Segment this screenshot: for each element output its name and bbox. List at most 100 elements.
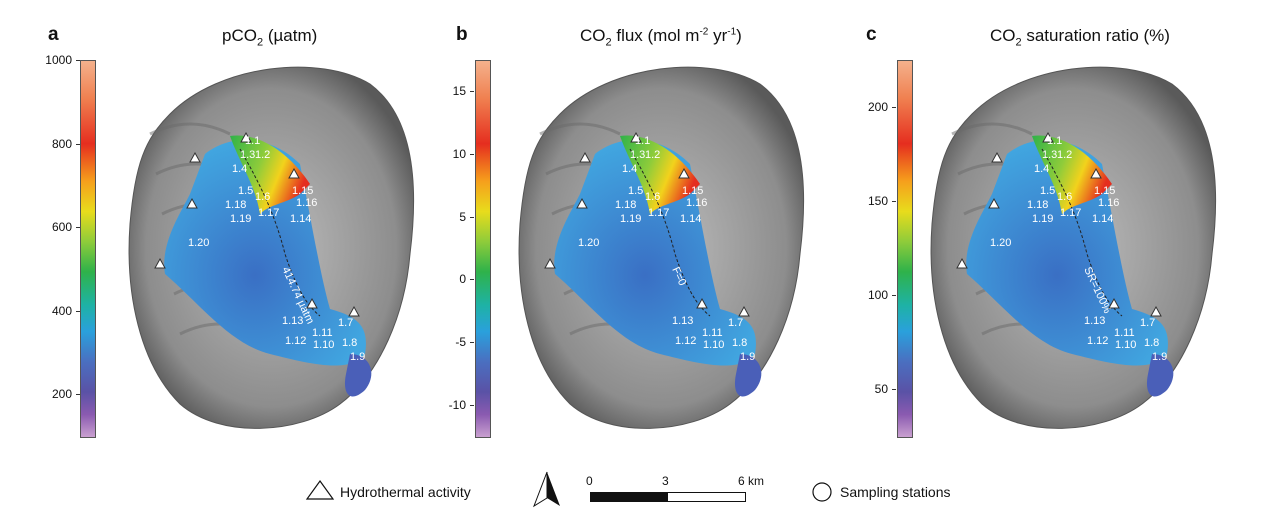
colorbar-tick-label: 100 [867,288,888,302]
panel-a: a pCO2 (µatm) 414.74 µatm 1.1 1.3 1.2 1.4 1.5… [0,0,420,450]
station-label: 1.16 [1098,197,1119,209]
hydrothermal-marker [189,151,201,163]
north-arrow-icon [533,471,560,508]
station-label: 1.19 [620,213,641,225]
station-label: 1.14 [680,213,701,225]
hydrothermal-marker [579,151,591,163]
station-label: 1.1 [635,135,650,147]
colorbar-tick-label: 0 [459,272,466,287]
hydrothermal-legend-label: Hydrothermal activity [340,484,471,500]
hydrothermal-marker [956,257,968,269]
hydrothermal-marker [1150,305,1162,317]
hydrothermal-marker [1042,131,1054,143]
title-text: CO [580,26,606,45]
station-label: 1.17 [1060,207,1081,219]
colorbar-tick-mark [76,310,80,312]
panel-letter: a [48,24,59,45]
title-subscript: 2 [1015,36,1022,49]
station-label: 1.6 [255,191,270,203]
colorbar-tick-mark [76,60,80,61]
colorbar-tick-mark [76,227,80,229]
colorbar-tick-mark [892,295,896,296]
colorbar-tick-label: -5 [455,335,466,349]
station-label: 1.5 [1040,185,1055,197]
station-label: 1.7 [338,317,353,329]
station-label: 1.11 [312,327,333,339]
sampling-legend-label: Sampling stations [840,484,951,500]
hydrothermal-marker [991,151,1003,163]
station-label: 1.4 [1034,163,1049,175]
station-label: 1.11 [1114,327,1135,339]
station-label: 1.9 [1152,351,1167,363]
station-label: 1.17 [258,207,279,219]
southeast-lobe [734,354,762,397]
station-label: 1.16 [686,197,707,209]
title-superscript: -1 [727,26,737,38]
hydrothermal-marker [154,257,166,269]
southeast-lobe [344,354,372,397]
station-label: 1.12 [675,335,696,347]
station-label: 1.5 [238,185,253,197]
station-label: 1.6 [645,191,660,203]
station-label: 1.8 [732,337,747,349]
map: SR=100%1.11.3 1.21.41.5 1.6 1.151.161.181.1… [930,66,1217,429]
sampling-legend-icon [812,482,832,502]
hydrothermal-legend-icon [305,479,335,500]
station-label: 1.13 [1084,315,1105,327]
hydrothermal-marker [348,305,360,317]
station-label: 1.10 [703,339,724,351]
colorbar-tick-label: -10 [448,397,466,412]
hydrothermal-marker [306,297,318,309]
colorbar-tick-mark [892,201,896,202]
title-text: CO [990,26,1016,45]
panel-title: CO2 flux (mol m-2 yr-1) [580,26,742,48]
warm-zone [1032,135,1112,214]
scale-bar-black [591,493,668,501]
title-text-rest: yr [708,26,728,45]
station-label: 1.2 [255,149,270,161]
colorbar-tick-mark [76,394,80,396]
station-label: 1.2 [1057,149,1072,161]
colorbar-tick-label: 200 [867,100,888,114]
scale-tick-0: 0 [586,474,593,488]
colorbar [475,60,491,438]
station-label: 1.1 [245,135,260,147]
colorbar-tick-label: 150 [867,194,888,208]
title-subscript: 2 [256,36,264,49]
station-label: 1.13 [282,315,303,327]
station-label: 1.8 [342,337,357,349]
colorbar-tick-mark [892,107,896,108]
panel-b: b CO2 flux (mol m-2 yr-1) F=0 1.1 1.3 1.2 1.… [420,0,840,450]
station-label: 1.12 [1087,335,1108,347]
bay-water [966,140,1168,366]
hydrothermal-marker [576,197,588,209]
colorbar-tick-mark [470,404,474,406]
colorbar-tick-label: 200 [51,387,72,402]
hydrothermal-marker [988,197,1000,209]
colorbar-tick-label: 1000 [45,53,72,67]
colorbar-tick-label: 600 [51,220,72,235]
zero-contour-line [239,148,321,317]
colorbar-tick-label: 400 [51,303,72,318]
colorbar-tick-mark [470,154,474,155]
station-label: 1.13 [672,315,693,327]
station-label: 1.18 [1027,199,1048,211]
title-superscript: -2 [699,26,709,38]
title-subscript: 2 [605,36,612,49]
station-label: 1.14 [1092,213,1113,225]
station-label: 1.7 [1140,317,1155,329]
panel-c: c CO2 saturation ratio (%) SR=100% 1.1 1.3… [840,0,1260,450]
station-label: 1.18 [615,199,636,211]
hydrothermal-marker [1108,297,1120,309]
panel-letter: c [866,24,877,45]
hydrothermal-marker [1090,167,1102,179]
station-label: 1.20 [578,237,599,249]
station-label: 1.19 [230,213,251,225]
panel-letter: b [456,24,468,45]
zero-contour-line [1041,148,1123,317]
title-text: pCO [222,26,257,45]
scale-tick-6: 6 km [738,474,765,488]
terrain-ridge [951,122,1033,136]
hydrothermal-marker [738,305,750,317]
terrain-ridge [149,122,231,136]
